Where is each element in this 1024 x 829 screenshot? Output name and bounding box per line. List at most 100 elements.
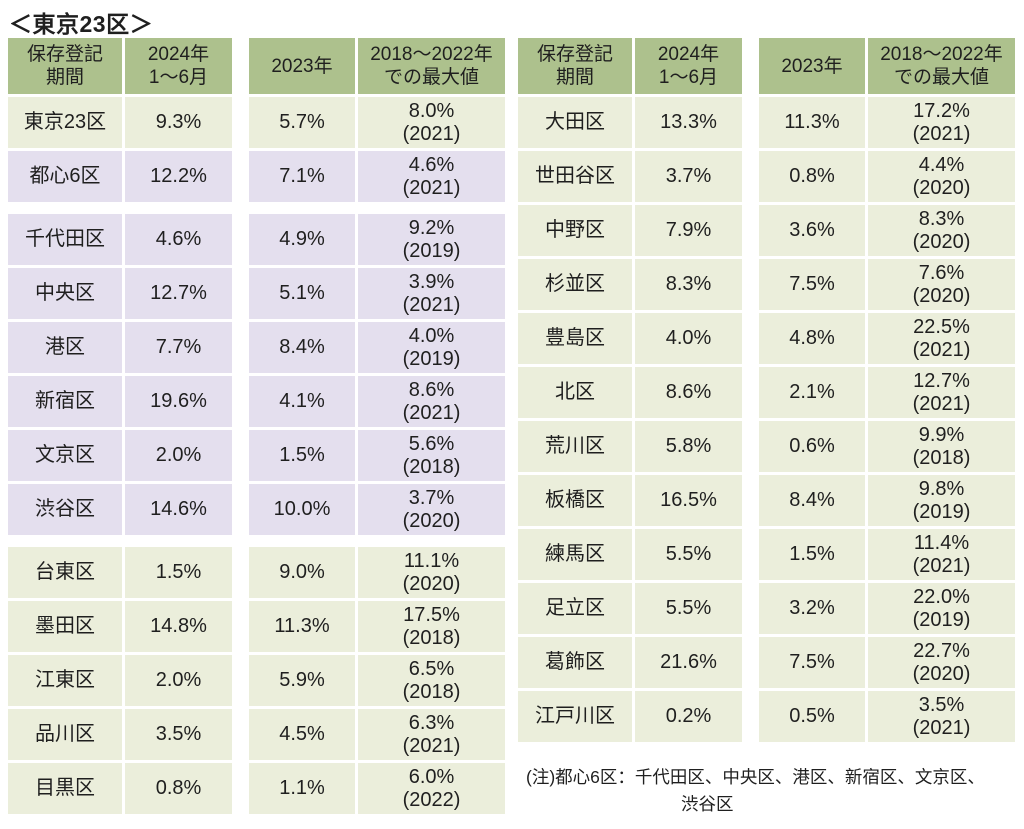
- column-spacer: [235, 376, 246, 427]
- max-value-cell: 22.5% (2021): [868, 313, 1015, 364]
- region-cell: 板橋区: [518, 475, 632, 526]
- max-value-cell: 11.1% (2020): [358, 547, 505, 598]
- max-value-cell: 8.0% (2021): [358, 97, 505, 148]
- column-spacer: [235, 547, 246, 598]
- value-2023-cell: 4.1%: [249, 376, 355, 427]
- max-value-year: (2021): [912, 716, 971, 739]
- region-cell: 北区: [518, 367, 632, 418]
- table-row: 北区 8.6% 2.1% 12.7% (2021): [518, 367, 1015, 418]
- column-spacer: [745, 205, 756, 256]
- column-spacer: [745, 367, 756, 418]
- header-cell-2024: 2024年 1～6月: [125, 38, 232, 94]
- max-value-percent: 6.0%: [408, 765, 455, 788]
- max-value-cell: 9.9% (2018): [868, 421, 1015, 472]
- max-value-year: (2021): [402, 122, 461, 145]
- table-row: 荒川区 5.8% 0.6% 9.9% (2018): [518, 421, 1015, 472]
- table-row: 練馬区 5.5% 1.5% 11.4% (2021): [518, 529, 1015, 580]
- max-value-percent: 9.2%: [408, 216, 455, 239]
- region-cell: 台東区: [8, 547, 122, 598]
- header-cell-2023: 2023年: [759, 38, 865, 94]
- max-value-year: (2019): [912, 608, 971, 631]
- value-2024-cell: 7.7%: [125, 322, 232, 373]
- value-2024-cell: 2.0%: [125, 655, 232, 706]
- value-2023-cell: 2.1%: [759, 367, 865, 418]
- column-spacer: [745, 583, 756, 634]
- header-cell-period: 保存登記 期間: [518, 38, 632, 94]
- max-value-percent: 4.4%: [918, 153, 965, 176]
- header-cell-2024: 2024年 1～6月: [635, 38, 742, 94]
- max-value-percent: 3.5%: [918, 693, 965, 716]
- max-value-cell: 3.9% (2021): [358, 268, 505, 319]
- value-2024-cell: 1.5%: [125, 547, 232, 598]
- max-value-year: (2021): [402, 176, 461, 199]
- value-2024-cell: 5.8%: [635, 421, 742, 472]
- footnote-line-1: (注)都心6区：千代田区、中央区、港区、新宿区、文京区、: [526, 767, 985, 787]
- region-cell: 品川区: [8, 709, 122, 760]
- header-cell-2023: 2023年: [249, 38, 355, 94]
- value-2024-cell: 8.6%: [635, 367, 742, 418]
- region-cell: 江東区: [8, 655, 122, 706]
- region-cell: 墨田区: [8, 601, 122, 652]
- max-value-year: (2018): [402, 680, 461, 703]
- value-2023-cell: 7.5%: [759, 259, 865, 310]
- value-2024-cell: 0.8%: [125, 763, 232, 814]
- value-2023-cell: 10.0%: [249, 484, 355, 535]
- max-value-percent: 17.5%: [403, 603, 460, 626]
- table-row: 足立区 5.5% 3.2% 22.0% (2019): [518, 583, 1015, 634]
- value-2023-cell: 5.1%: [249, 268, 355, 319]
- max-value-cell: 9.2% (2019): [358, 214, 505, 265]
- region-cell: 練馬区: [518, 529, 632, 580]
- max-value-year: (2018): [912, 446, 971, 469]
- max-value-year: (2021): [912, 554, 971, 577]
- region-cell: 新宿区: [8, 376, 122, 427]
- value-2023-cell: 9.0%: [249, 547, 355, 598]
- region-cell: 中野区: [518, 205, 632, 256]
- max-value-year: (2018): [402, 626, 461, 649]
- max-value-percent: 22.5%: [913, 315, 970, 338]
- footnote: (注)都心6区：千代田区、中央区、港区、新宿区、文京区、 渋谷区: [526, 764, 1022, 818]
- value-2023-cell: 3.2%: [759, 583, 865, 634]
- value-2024-cell: 13.3%: [635, 97, 742, 148]
- table-row: 品川区 3.5% 4.5% 6.3% (2021): [8, 709, 505, 760]
- max-value-percent: 9.9%: [918, 423, 965, 446]
- max-value-cell: 6.0% (2022): [358, 763, 505, 814]
- max-value-year: (2019): [912, 500, 971, 523]
- column-spacer: [745, 259, 756, 310]
- column-spacer: [235, 601, 246, 652]
- column-spacer: [235, 763, 246, 814]
- value-2024-cell: 5.5%: [635, 529, 742, 580]
- value-2023-cell: 4.9%: [249, 214, 355, 265]
- region-cell: 世田谷区: [518, 151, 632, 202]
- region-cell: 港区: [8, 322, 122, 373]
- region-cell: 文京区: [8, 430, 122, 481]
- max-value-percent: 3.7%: [408, 486, 455, 509]
- max-value-percent: 12.7%: [913, 369, 970, 392]
- value-2023-cell: 0.8%: [759, 151, 865, 202]
- header-row: 保存登記 期間 2024年 1～6月 2023年 2018～2022年 での最大値: [518, 38, 1015, 94]
- region-cell: 江戸川区: [518, 691, 632, 742]
- column-spacer: [235, 709, 246, 760]
- max-value-cell: 4.6% (2021): [358, 151, 505, 202]
- column-spacer: [745, 97, 756, 148]
- max-value-percent: 5.6%: [408, 432, 455, 455]
- table-row: 港区 7.7% 8.4% 4.0% (2019): [8, 322, 505, 373]
- max-value-year: (2019): [402, 239, 461, 262]
- max-value-cell: 17.5% (2018): [358, 601, 505, 652]
- region-cell: 渋谷区: [8, 484, 122, 535]
- value-2024-cell: 5.5%: [635, 583, 742, 634]
- column-spacer: [235, 151, 246, 202]
- max-value-cell: 9.8% (2019): [868, 475, 1015, 526]
- max-value-percent: 22.0%: [913, 585, 970, 608]
- column-spacer: [235, 655, 246, 706]
- page-title: ＜東京23区＞: [9, 11, 154, 37]
- max-value-cell: 3.7% (2020): [358, 484, 505, 535]
- max-value-year: (2020): [912, 284, 971, 307]
- max-value-cell: 6.5% (2018): [358, 655, 505, 706]
- column-spacer: [235, 38, 246, 94]
- column-spacer: [745, 313, 756, 364]
- max-value-cell: 22.7% (2020): [868, 637, 1015, 688]
- table-row: 世田谷区 3.7% 0.8% 4.4% (2020): [518, 151, 1015, 202]
- value-2023-cell: 4.8%: [759, 313, 865, 364]
- max-value-year: (2019): [402, 347, 461, 370]
